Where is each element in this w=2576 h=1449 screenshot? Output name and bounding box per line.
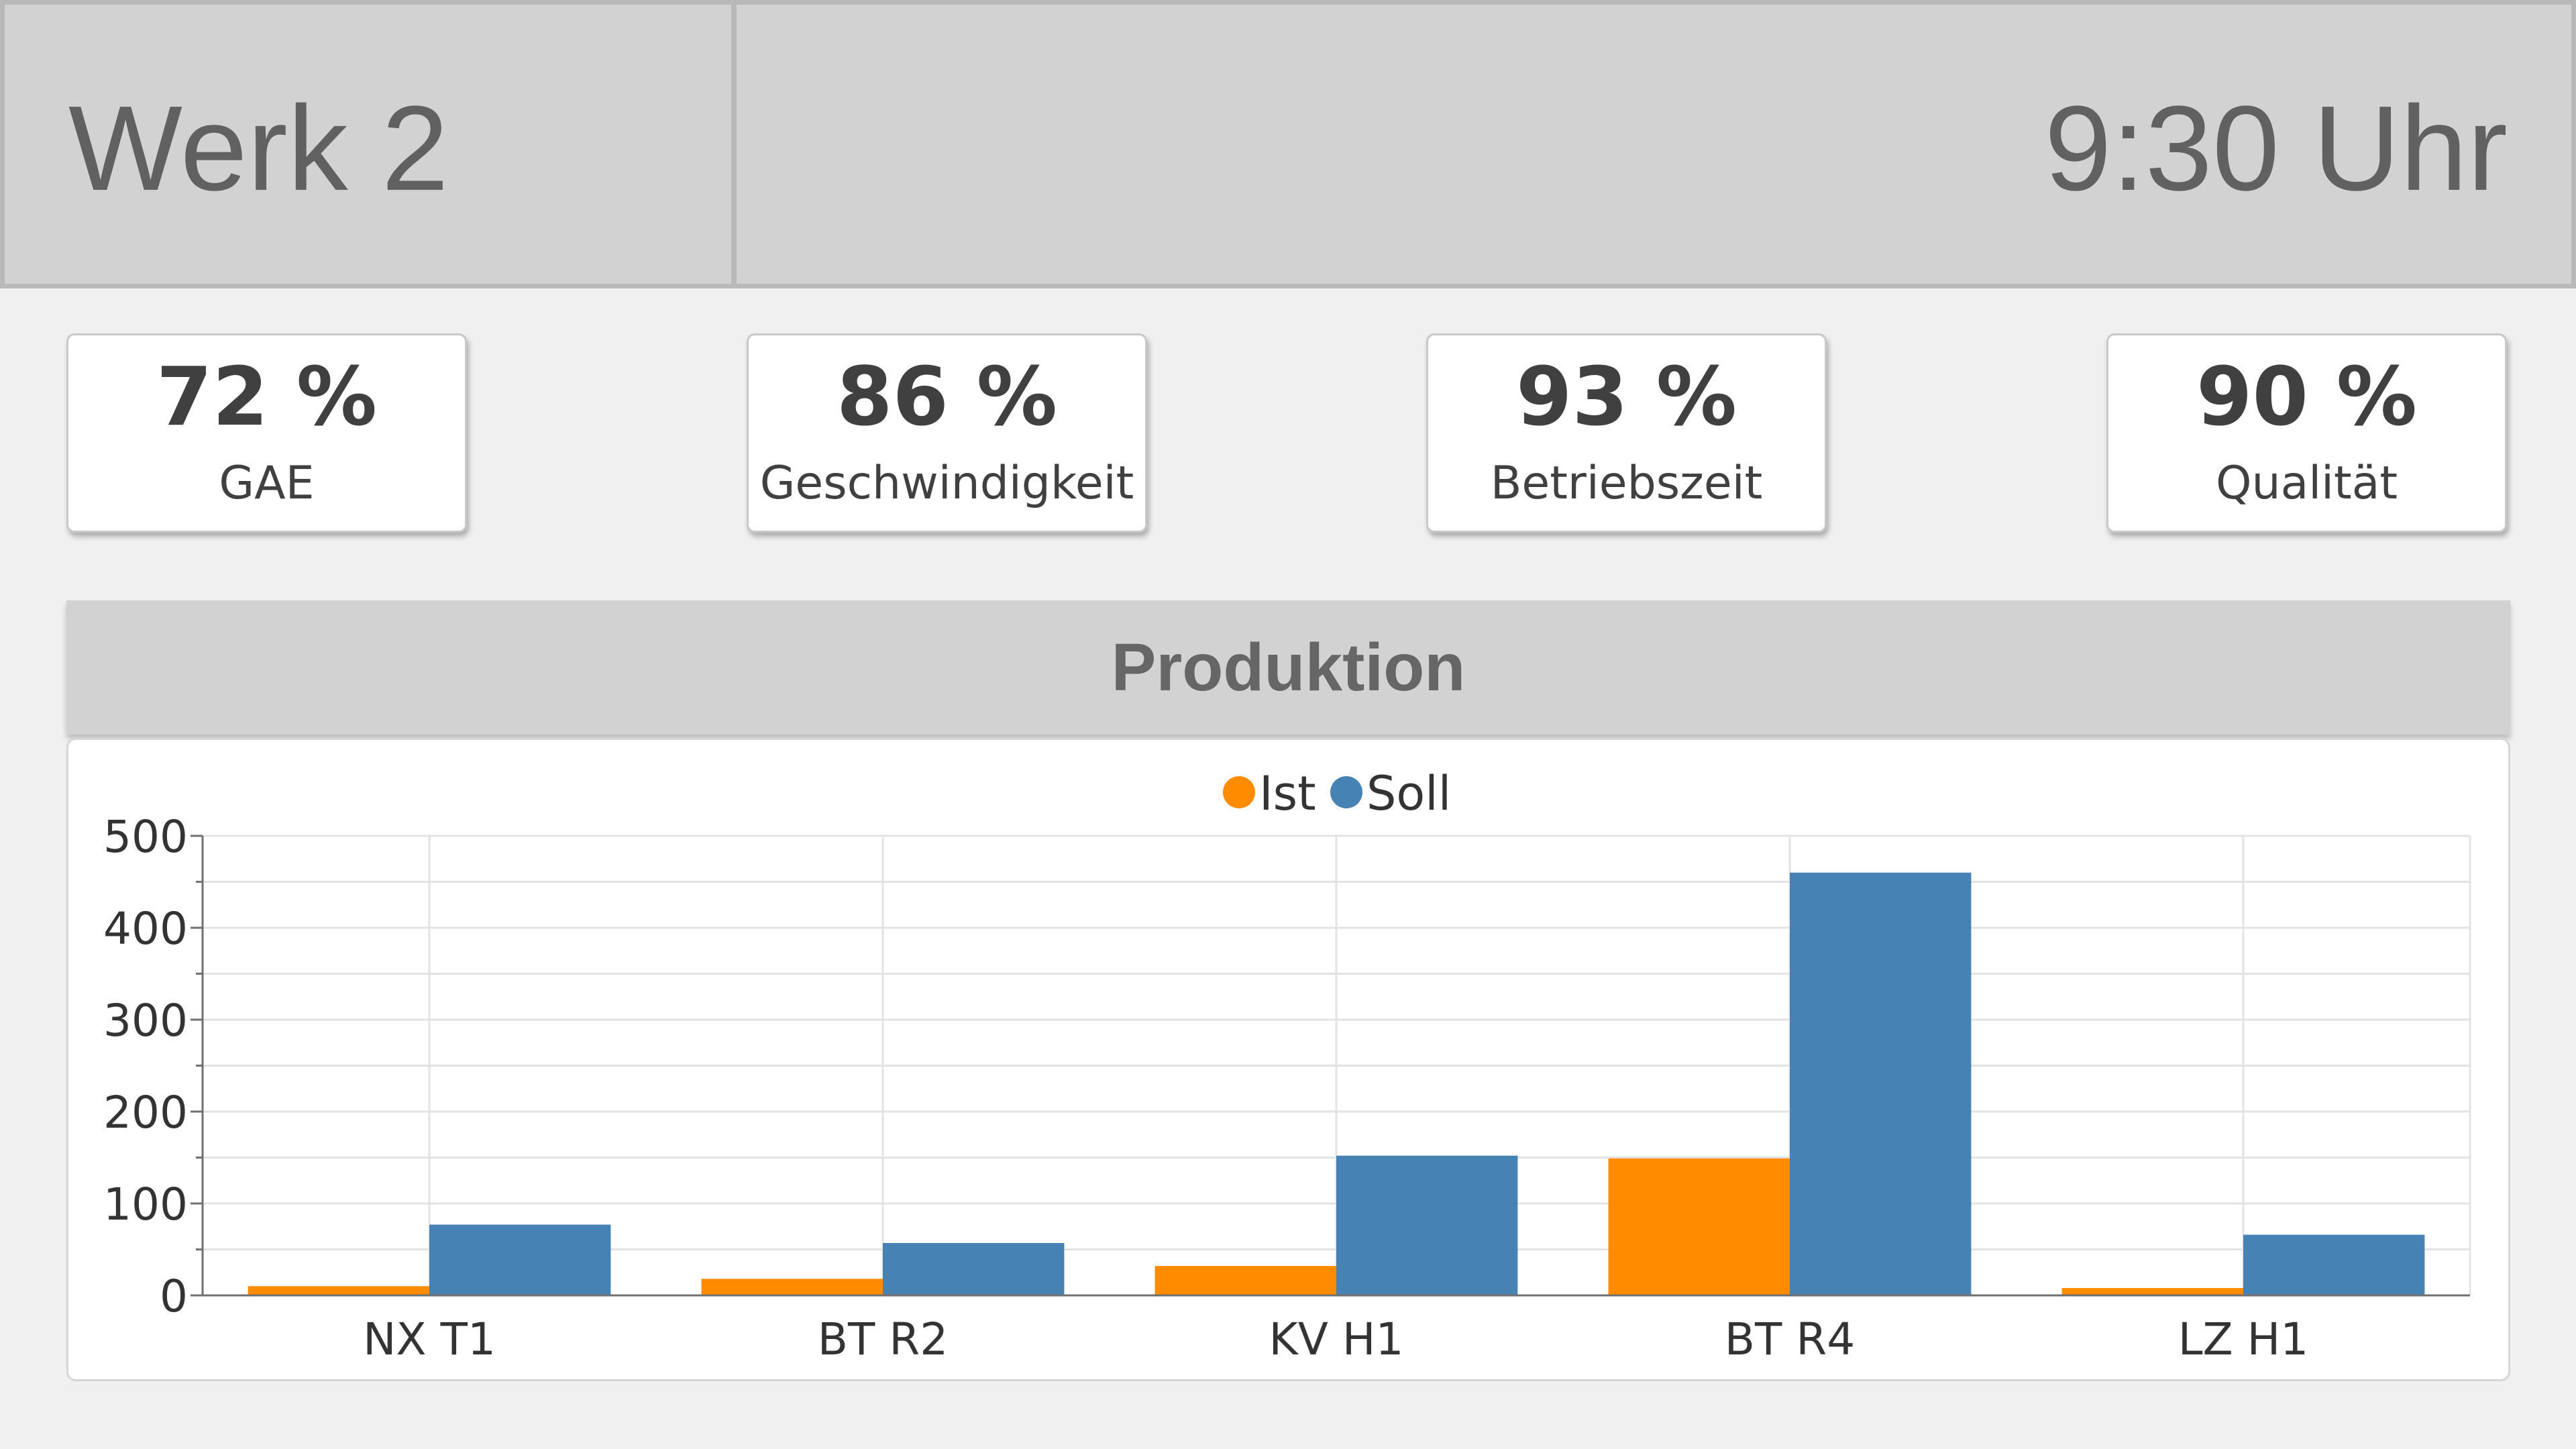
bar-ist-lz-h1 [2061, 1288, 2243, 1295]
section-header-produktion: Produktion [66, 600, 2510, 735]
y-tick-label: 300 [103, 995, 188, 1046]
x-tick-label: NX T1 [363, 1313, 496, 1365]
plant-title: Werk 2 [68, 81, 449, 216]
bar-ist-kv-h1 [1155, 1266, 1336, 1295]
kpi-value: 90 % [2196, 351, 2417, 444]
kpi-value: 93 % [1515, 351, 1737, 444]
kpi-label: GAE [219, 457, 315, 510]
bar-ist-nx-t1 [248, 1286, 429, 1295]
section-title: Produktion [1111, 630, 1466, 705]
kpi-label: Betriebszeit [1490, 457, 1763, 510]
production-chart-card: 0 100 200 300 400 500 NX T1 BT R2 KV H1 BT R4 LZ H… [66, 738, 2510, 1381]
header-divider [731, 5, 737, 284]
kpi-card-qualitaet: 90 % Qualität [2106, 333, 2507, 533]
kpi-label: Geschwindigkeit [759, 457, 1134, 510]
legend-marker [1330, 776, 1362, 808]
kpi-label: Qualität [2215, 457, 2398, 510]
header-bar: Werk 2 9:30 Uhr [0, 0, 2576, 288]
legend-label: Ist [1259, 766, 1316, 821]
x-tick-label: BT R2 [818, 1313, 948, 1365]
y-tick-label: 0 [160, 1271, 188, 1322]
production-bar-chart: 0 100 200 300 400 500 NX T1 BT R2 KV H1 BT R4 LZ H… [103, 766, 2471, 1365]
y-tick-label: 100 [103, 1179, 188, 1230]
y-tick-label: 500 [103, 811, 188, 863]
bar-soll-kv-h1 [1336, 1155, 1518, 1295]
legend-marker [1223, 776, 1255, 808]
kpi-card-geschwindigkeit: 86 % Geschwindigkeit [747, 333, 1147, 533]
clock-display: 9:30 Uhr [2044, 81, 2508, 216]
x-tick-label: KV H1 [1269, 1313, 1403, 1365]
bar-soll-bt-r2 [883, 1242, 1065, 1295]
kpi-value: 72 % [156, 351, 377, 444]
kpi-card-gae: 72 % GAE [66, 333, 467, 533]
bar-ist-bt-r2 [701, 1279, 883, 1295]
x-tick-label: BT R4 [1725, 1313, 1855, 1365]
bar-soll-nx-t1 [429, 1224, 611, 1295]
bar-soll-lz-h1 [2243, 1234, 2425, 1295]
x-tick-label: LZ H1 [2178, 1313, 2309, 1365]
bar-soll-bt-r4 [1790, 872, 1972, 1295]
legend-label: Soll [1366, 766, 1451, 821]
bar-ist-bt-r4 [1608, 1158, 1790, 1295]
kpi-card-betriebszeit: 93 % Betriebszeit [1426, 333, 1827, 533]
kpi-value: 86 % [836, 351, 1057, 444]
y-tick-label: 400 [103, 903, 188, 955]
y-tick-label: 200 [103, 1087, 188, 1138]
